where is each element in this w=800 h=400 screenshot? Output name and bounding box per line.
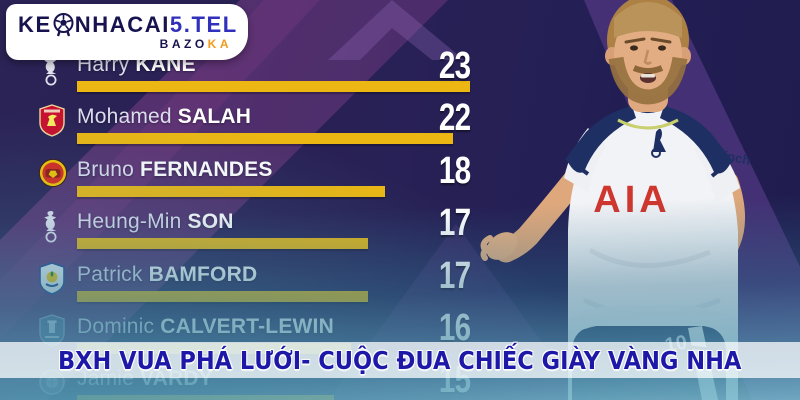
player-first-name: Mohamed [77,105,172,129]
liverpool-badge-icon [38,104,68,140]
goals-count: 17 [438,202,471,245]
goals-bar [77,81,470,92]
player-last-name: BAMFORD [148,262,258,286]
brand-tagline: BAZOKA [160,37,232,51]
player-last-name: CALVERT-LEWIN [160,315,334,338]
tagline-suffix: KA [207,37,232,51]
tagline-pre: BAZO [159,37,208,51]
man-united-badge-icon [38,157,68,193]
title-banner: BXH VUA PHÁ LƯỚI- CUỘC ĐUA CHIẾC GIÀY VÀ… [0,342,800,378]
goals-count: 22 [438,97,471,140]
player-name: Dominic CALVERT-LEWIN [77,314,334,340]
goals-bar [77,395,334,400]
scorer-row: Patrick BAMFORD 17 [38,255,800,308]
goals-bar [77,133,453,145]
player-last-name: SON [187,210,234,234]
player-first-name: Bruno [77,157,135,181]
keonhacai-logo: KE NHACAI 5.TEL BAZOKA [6,4,248,60]
goals-bar [77,290,368,302]
brand-pre: KE [18,12,52,37]
goals-count: 17 [438,254,471,297]
player-name: Mohamed SALAH [77,104,251,130]
tottenham-badge-icon [38,209,68,245]
goals-bar [77,185,385,197]
brand-name: KE NHACAI 5.TEL [18,13,238,37]
goals-bar [77,238,368,250]
player-name: Patrick BAMFORD [77,262,257,288]
soccer-ball-mascot-icon [53,13,74,37]
goals-count: 18 [438,149,471,192]
player-name: Bruno FERNANDES [77,157,273,183]
banner-title: BXH VUA PHÁ LƯỚI- CUỘC ĐUA CHIẾC GIÀY VÀ… [58,345,742,375]
scorer-row: Bruno FERNANDES 18 [38,150,800,203]
brand-suffix: 5.TEL [169,12,238,37]
goals-count: 23 [438,45,471,87]
player-first-name: Dominic [77,315,155,338]
player-last-name: FERNANDES [140,157,273,181]
player-last-name: SALAH [177,105,252,129]
player-first-name: Patrick [77,262,143,286]
player-first-name: Heung-Min [77,210,182,234]
player-name: Heung-Min SON [77,209,234,235]
scorer-row: Heung-Min SON 17 [38,202,800,255]
leeds-badge-icon [38,261,68,298]
brand-mid: NHACAI [74,12,170,37]
scorer-row: Mohamed SALAH 22 [38,97,800,150]
